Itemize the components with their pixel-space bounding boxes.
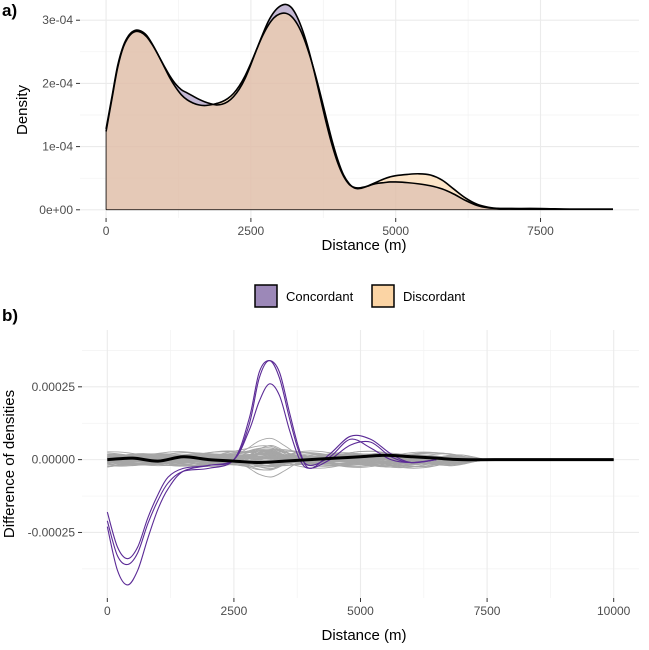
x-tick-label: 10000	[597, 604, 631, 618]
concordance-difference-line	[106, 360, 437, 560]
panel-a-tag: a)	[2, 1, 17, 20]
y-tick-label: 0.00000	[32, 453, 76, 467]
x-tick-label: 0	[104, 604, 111, 618]
legend: Concordant Discordant	[254, 284, 466, 308]
panel-b-x-ticks: 0 2500 5000 7500 10000	[104, 598, 631, 618]
panel-b-y-ticks: -0.00025 0.00000 0.00025	[28, 380, 82, 539]
legend-key-concordant	[254, 284, 278, 308]
density-area-discordant	[106, 13, 613, 210]
x-tick-label: 7500	[474, 604, 501, 618]
y-tick-label: 2e-04	[42, 76, 73, 90]
panel-a-x-axis-title: Distance (m)	[321, 237, 406, 254]
x-tick-label: 5000	[382, 224, 409, 238]
x-tick-label: 2500	[221, 604, 248, 618]
panel-b-x-axis-title: Distance (m)	[321, 627, 406, 644]
panel-b-data	[106, 360, 614, 586]
panel-a-data	[105, 3, 613, 211]
panel-b-y-axis-title: Difference of densities	[1, 390, 18, 538]
legend-key-discordant	[371, 284, 395, 308]
observed-difference-line	[107, 453, 614, 465]
panel-b: 0 2500 5000 7500 10000 -0.00025 0.00000 0.0002…	[1, 306, 639, 644]
panel-a-y-axis-title: Density	[14, 84, 31, 135]
panel-a: 0 2500 5000 7500 0e+00 1e-04 2e-04 3e-04 a) Di…	[2, 0, 639, 254]
concordance-difference-line	[106, 360, 437, 566]
x-tick-label: 0	[103, 224, 110, 238]
y-tick-label: -0.00025	[28, 525, 76, 539]
panel-a-x-ticks: 0 2500 5000 7500	[103, 218, 554, 238]
legend-label-concordant: Concordant	[286, 289, 354, 304]
y-tick-label: 1e-04	[42, 140, 73, 154]
x-tick-label: 5000	[347, 604, 374, 618]
panel-a-y-ticks: 0e+00 1e-04 2e-04 3e-04	[39, 13, 80, 217]
legend-label-discordant: Discordant	[403, 289, 466, 304]
x-tick-label: 7500	[527, 224, 554, 238]
x-tick-label: 2500	[238, 224, 265, 238]
y-tick-label: 0e+00	[39, 203, 73, 217]
panel-b-tag: b)	[2, 306, 18, 325]
y-tick-label: 3e-04	[42, 13, 73, 27]
concordance-difference-line	[106, 383, 437, 586]
y-tick-label: 0.00025	[32, 380, 76, 394]
density-outline-discordant	[105, 12, 613, 210]
